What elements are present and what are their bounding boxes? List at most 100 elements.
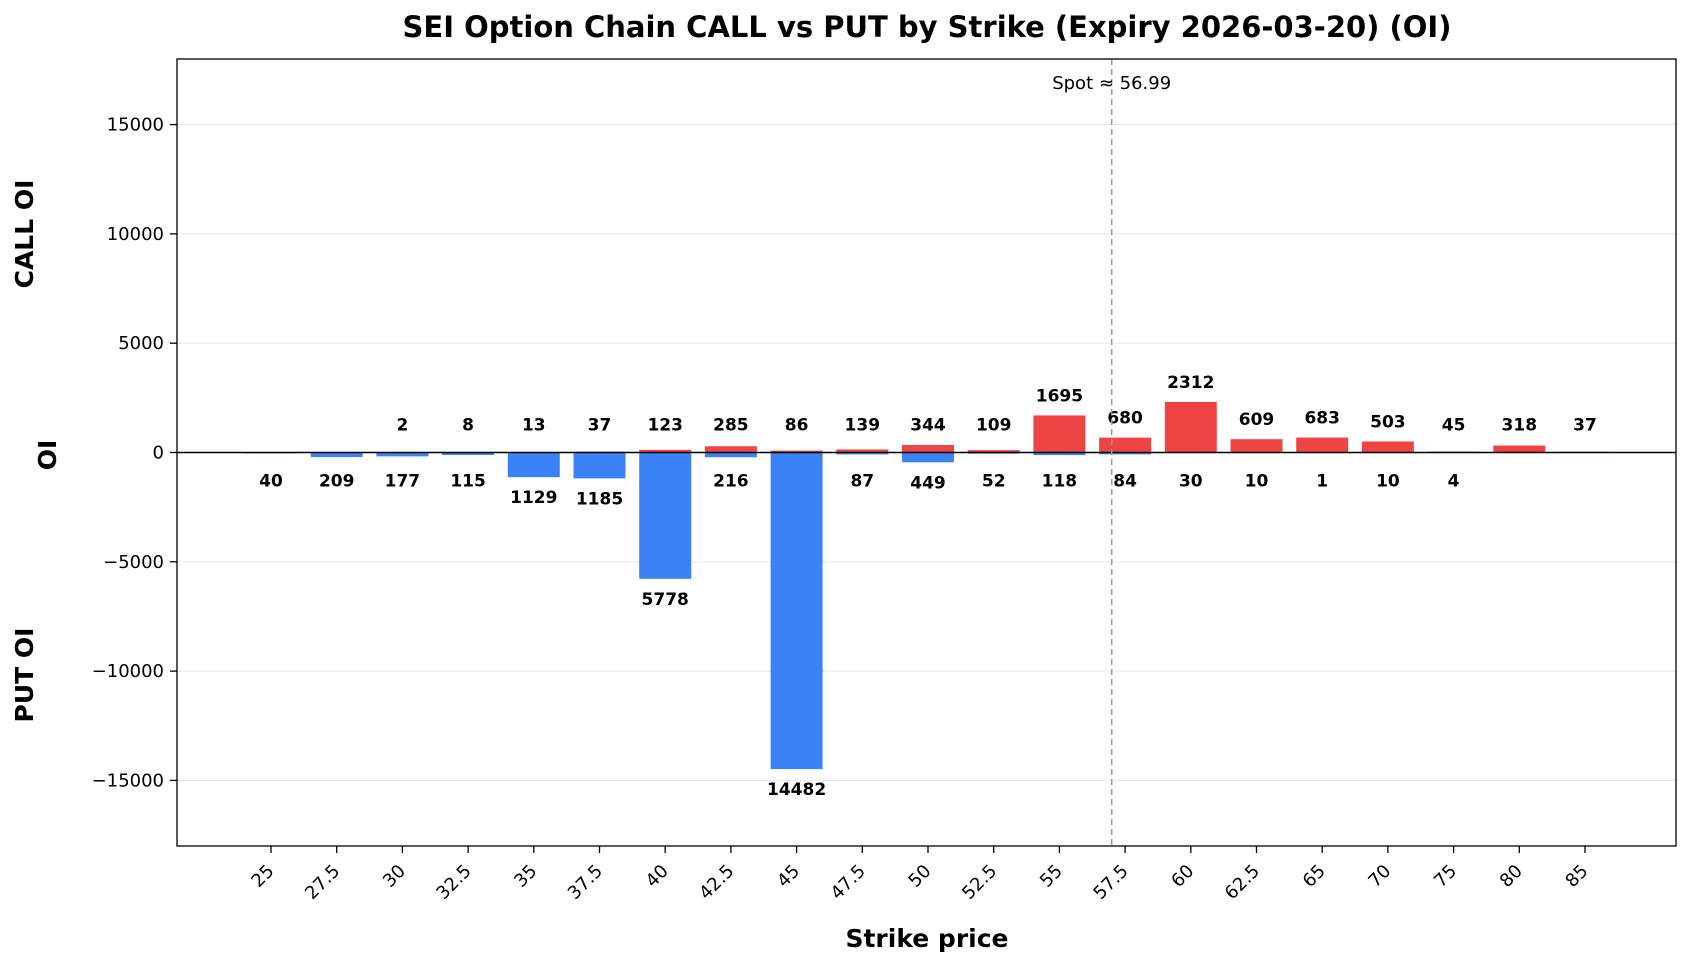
call-value-label: 13 — [522, 416, 546, 436]
call-bar — [836, 449, 889, 453]
call-bar — [902, 444, 954, 453]
y-axis-label-call: CALL OI — [10, 180, 39, 289]
x-tick-label: 70 — [1364, 861, 1395, 892]
put-value-label: 14482 — [767, 780, 826, 800]
call-value-label: 45 — [1442, 416, 1466, 436]
y-tick-label: 5000 — [118, 333, 164, 354]
call-bar — [967, 450, 1020, 453]
x-tick-label: 47.5 — [827, 861, 870, 904]
call-value-label: 8 — [462, 416, 474, 436]
x-tick-label: 60 — [1167, 861, 1198, 892]
y-tick-label: 10000 — [107, 224, 164, 245]
put-bar — [507, 452, 560, 478]
x-tick-label: 57.5 — [1089, 861, 1132, 904]
x-tick-label: 85 — [1561, 861, 1592, 892]
call-value-label: 683 — [1304, 409, 1340, 429]
x-tick-label: 42.5 — [695, 861, 738, 904]
x-tick-label: 55 — [1036, 861, 1067, 892]
call-value-label: 318 — [1502, 416, 1538, 436]
y-tick-label: 15000 — [107, 115, 164, 136]
x-tick-label: 50 — [904, 861, 935, 892]
grid-layer — [177, 123, 1676, 782]
put-bar — [376, 452, 429, 457]
put-value-label: 30 — [1179, 472, 1203, 492]
call-value-label: 285 — [713, 416, 749, 436]
put-bar — [1033, 452, 1086, 456]
put-value-label: 209 — [319, 472, 355, 492]
plot-frame — [176, 58, 1677, 847]
call-bar — [1296, 437, 1349, 453]
call-bar — [1361, 441, 1414, 453]
call-value-label: 2312 — [1167, 373, 1214, 393]
call-bar — [704, 446, 757, 453]
put-value-label: 10 — [1245, 472, 1269, 492]
put-bar — [573, 452, 626, 479]
x-tick-label: 75 — [1430, 861, 1461, 892]
put-value-label: 216 — [713, 472, 749, 492]
x-tick-label: 35 — [510, 861, 541, 892]
call-value-label: 37 — [588, 416, 612, 436]
put-value-label: 5778 — [642, 590, 689, 610]
put-value-label: 118 — [1042, 472, 1078, 492]
call-value-label: 1695 — [1036, 386, 1083, 406]
x-tick-label: 62.5 — [1221, 861, 1264, 904]
call-value-label: 139 — [845, 416, 881, 436]
call-value-label: 344 — [910, 416, 946, 436]
put-bar — [1099, 452, 1152, 455]
call-value-label: 109 — [976, 416, 1012, 436]
put-bar — [836, 452, 889, 455]
put-value-label: 449 — [910, 473, 946, 493]
put-bar — [902, 452, 954, 463]
x-tick-label: 32.5 — [432, 861, 475, 904]
x-tick-label: 30 — [379, 861, 410, 892]
y-tick-label: 0 — [153, 443, 164, 464]
put-value-label: 10 — [1376, 472, 1400, 492]
x-tick-label: 65 — [1299, 861, 1330, 892]
x-tick-label: 40 — [642, 861, 673, 892]
bar-labels-layer: 40 209 2 177 8 115 13 1129 37 1185 123 5778 285 216 86… — [259, 373, 1597, 800]
call-value-label: 680 — [1107, 409, 1143, 429]
y-axis-label-put: PUT OI — [10, 628, 39, 723]
x-tick-label: 25 — [247, 861, 278, 892]
put-value-label: 1185 — [576, 489, 623, 509]
put-value-label: 115 — [450, 472, 486, 492]
call-bar — [639, 449, 692, 453]
put-value-label: 84 — [1113, 472, 1137, 492]
put-bar — [704, 452, 757, 458]
put-bar — [442, 452, 495, 456]
put-bar — [639, 452, 692, 579]
call-value-label: 609 — [1239, 410, 1275, 430]
call-value-label: 37 — [1573, 416, 1597, 436]
put-value-label: 4 — [1448, 472, 1460, 492]
x-tick-label: 52.5 — [958, 861, 1001, 904]
call-bar — [1164, 401, 1217, 453]
x-tick-label: 45 — [773, 861, 804, 892]
y-tick-label: −10000 — [92, 661, 164, 682]
spot-label: Spot ≈ 56.99 — [1052, 73, 1171, 94]
put-bar — [310, 452, 363, 458]
call-bar — [1099, 437, 1152, 453]
x-tick-label: 80 — [1496, 861, 1527, 892]
call-value-label: 86 — [785, 416, 809, 436]
call-bar — [1033, 415, 1086, 453]
put-value-label: 87 — [850, 472, 874, 492]
call-bar — [1230, 439, 1283, 453]
call-bar — [1493, 445, 1546, 453]
put-value-label: 1129 — [510, 488, 557, 508]
bars-layer — [245, 401, 1611, 770]
x-tick-label: 27.5 — [301, 861, 344, 904]
y-axis-label: OI — [33, 440, 62, 471]
y-tick-label: −5000 — [103, 552, 164, 573]
call-value-label: 2 — [396, 416, 408, 436]
y-tick-label: −15000 — [92, 770, 164, 791]
x-axis-label: Strike price — [845, 924, 1008, 953]
put-value-label: 40 — [259, 472, 283, 492]
call-value-label: 123 — [647, 416, 683, 436]
put-bar — [770, 452, 823, 770]
chart-title: SEI Option Chain CALL vs PUT by Strike (… — [403, 10, 1452, 44]
put-value-label: 177 — [385, 472, 421, 492]
x-tick-label: 37.5 — [564, 861, 607, 904]
call-bar — [770, 450, 823, 453]
